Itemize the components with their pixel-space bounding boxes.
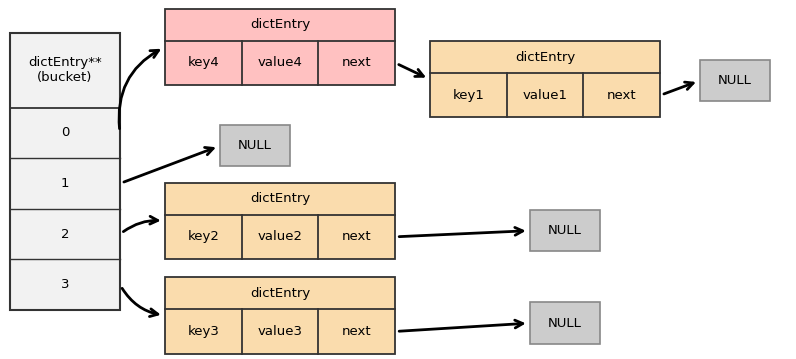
- Text: value1: value1: [522, 89, 568, 102]
- FancyBboxPatch shape: [220, 125, 290, 167]
- Text: NULL: NULL: [548, 317, 582, 330]
- Text: NULL: NULL: [238, 139, 272, 152]
- Text: key2: key2: [187, 230, 219, 243]
- Text: next: next: [341, 56, 372, 69]
- Text: 2: 2: [60, 228, 69, 241]
- Text: 3: 3: [60, 278, 69, 291]
- Text: 1: 1: [60, 177, 69, 190]
- Text: NULL: NULL: [548, 224, 582, 237]
- Text: dictEntry: dictEntry: [250, 287, 310, 300]
- Text: key1: key1: [452, 89, 484, 102]
- Text: 0: 0: [60, 126, 69, 139]
- FancyBboxPatch shape: [165, 9, 395, 85]
- Text: dictEntry: dictEntry: [250, 18, 310, 31]
- Text: NULL: NULL: [718, 74, 752, 87]
- Text: value2: value2: [257, 230, 302, 243]
- Text: key4: key4: [188, 56, 219, 69]
- Text: next: next: [607, 89, 637, 102]
- Text: dictEntry: dictEntry: [515, 51, 576, 64]
- Text: next: next: [341, 325, 372, 338]
- FancyBboxPatch shape: [530, 210, 600, 251]
- Text: next: next: [341, 230, 372, 243]
- FancyBboxPatch shape: [165, 278, 395, 354]
- Text: value4: value4: [258, 56, 302, 69]
- FancyBboxPatch shape: [430, 41, 660, 117]
- FancyBboxPatch shape: [165, 183, 395, 259]
- Text: value3: value3: [257, 325, 302, 338]
- Text: key3: key3: [187, 325, 219, 338]
- FancyBboxPatch shape: [10, 33, 120, 310]
- FancyBboxPatch shape: [530, 302, 600, 344]
- Text: dictEntry**
(bucket): dictEntry** (bucket): [28, 56, 102, 84]
- Text: dictEntry: dictEntry: [250, 192, 310, 205]
- FancyBboxPatch shape: [700, 60, 770, 101]
